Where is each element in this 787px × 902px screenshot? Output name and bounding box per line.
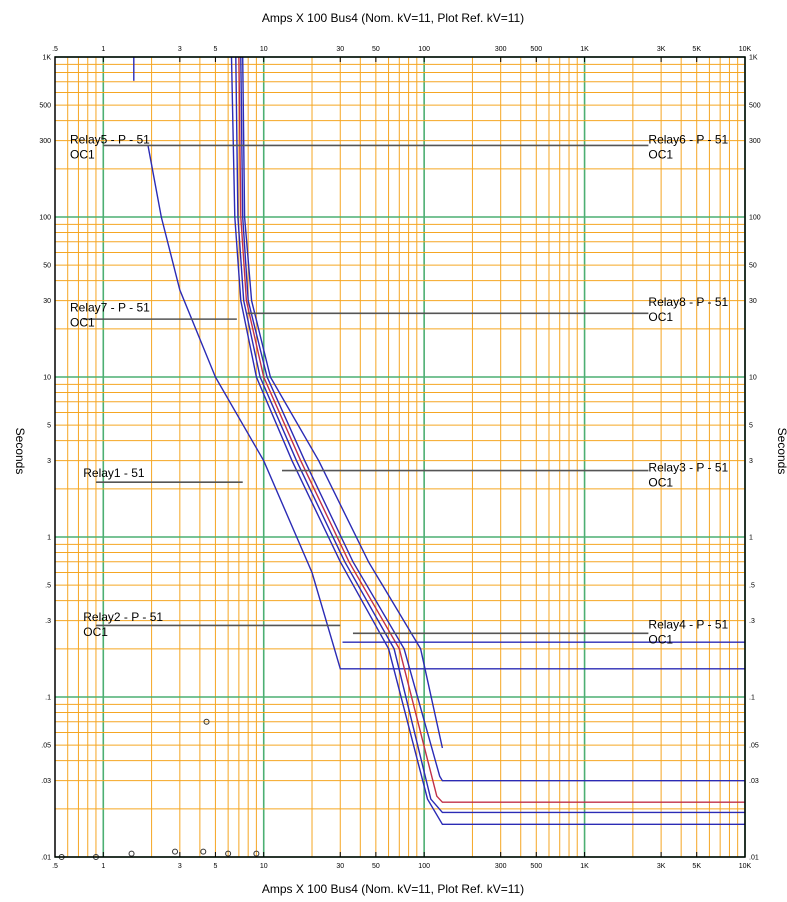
y-tick-label-right: 1	[749, 535, 753, 542]
device-label-r3-sub: OC1	[648, 475, 673, 489]
tcc-curve	[238, 56, 745, 803]
y-tick-label-right: .3	[749, 618, 755, 625]
device-label-r2: Relay2 - P - 51	[83, 610, 163, 624]
x-tick-label-bottom: 500	[530, 863, 542, 870]
x-tick-label-bottom: 1K	[580, 863, 589, 870]
marker-point	[128, 850, 135, 857]
y-tick-label-right: .1	[749, 695, 755, 702]
y-axis-label-left: Seconds	[13, 428, 27, 475]
plot-frame	[54, 56, 746, 858]
marker-point	[172, 848, 179, 855]
chart-title-top: Amps X 100 Bus4 (Nom. kV=11, Plot Ref. k…	[262, 11, 524, 25]
y-tick-label-right: 10	[749, 375, 757, 382]
y-tick-label-left: .1	[45, 695, 51, 702]
device-label-r7: Relay7 - P - 51	[70, 300, 150, 314]
y-tick-label-left: .3	[45, 618, 51, 625]
y-tick-label-right: 3	[749, 458, 753, 465]
marker-point	[225, 850, 232, 857]
x-tick-label-top: 3	[178, 46, 182, 53]
marker-point	[253, 850, 260, 857]
device-label-r3: Relay3 - P - 51	[648, 460, 728, 474]
y-tick-label-right: 100	[749, 215, 761, 222]
device-label-r2-sub: OC1	[83, 625, 108, 639]
y-tick-label-left: 50	[43, 263, 51, 270]
y-tick-label-right: 1K	[749, 55, 758, 62]
x-tick-label-top: 10	[260, 46, 268, 53]
markers	[58, 718, 260, 860]
x-tick-label-top: 300	[495, 46, 507, 53]
y-tick-label-left: 3	[47, 458, 51, 465]
y-tick-label-right: .03	[749, 778, 759, 785]
y-tick-label-left: 1K	[42, 55, 51, 62]
y-tick-label-right: 5	[749, 423, 753, 430]
y-tick-label-right: 500	[749, 103, 761, 110]
x-tick-label-top: .5	[52, 46, 58, 53]
tcc-curves	[133, 56, 745, 825]
device-label-r5-sub: OC1	[70, 147, 95, 161]
chart-title-bottom: Amps X 100 Bus4 (Nom. kV=11, Plot Ref. k…	[262, 882, 524, 896]
x-tick-label-bottom: 100	[418, 863, 430, 870]
y-tick-label-left: 100	[39, 215, 51, 222]
x-tick-label-top: 3K	[657, 46, 666, 53]
x-tick-label-bottom: 30	[336, 863, 344, 870]
x-tick-label-top: 500	[530, 46, 542, 53]
y-tick-label-right: 50	[749, 263, 757, 270]
tcc-curve	[235, 56, 745, 814]
x-tick-label-bottom: 3	[178, 863, 182, 870]
tcc-curve	[147, 145, 745, 670]
x-tick-label-bottom: 5K	[692, 863, 701, 870]
x-tick-label-top: 100	[418, 46, 430, 53]
y-tick-label-right: 30	[749, 298, 757, 305]
device-label-r5: Relay5 - P - 51	[70, 132, 150, 146]
marker-point	[200, 848, 207, 855]
device-label-r1: Relay1 - 51	[83, 466, 145, 480]
x-tick-label-bottom: 50	[372, 863, 380, 870]
y-tick-label-right: .5	[749, 583, 755, 590]
x-tick-label-top: 1K	[580, 46, 589, 53]
x-tick-label-top: 50	[372, 46, 380, 53]
device-label-r7-sub: OC1	[70, 315, 95, 329]
x-tick-label-top: 5	[213, 46, 217, 53]
x-tick-label-top: 30	[336, 46, 344, 53]
y-tick-label-left: 10	[43, 375, 51, 382]
y-tick-label-right: .05	[749, 743, 759, 750]
x-tick-label-top: 5K	[692, 46, 701, 53]
tcc-curve	[240, 56, 745, 782]
y-tick-label-right: 300	[749, 138, 761, 145]
y-tick-label-left: 1	[47, 535, 51, 542]
label-leaders	[83, 144, 649, 635]
x-tick-label-top: 1	[101, 46, 105, 53]
y-tick-label-left: .03	[41, 778, 51, 785]
marker-point	[203, 718, 210, 725]
device-label-r4: Relay4 - P - 51	[648, 618, 728, 632]
x-tick-label-bottom: 10K	[739, 863, 752, 870]
x-tick-label-top: 10K	[739, 46, 752, 53]
tcc-curve	[230, 56, 745, 825]
x-tick-label-bottom: 5	[213, 863, 217, 870]
x-tick-label-bottom: .5	[52, 863, 58, 870]
y-tick-label-right: .01	[749, 855, 759, 862]
y-axis-label-right: Seconds	[775, 428, 787, 475]
x-tick-label-bottom: 1	[101, 863, 105, 870]
grid-lines	[54, 56, 746, 858]
y-tick-label-left: .05	[41, 743, 51, 750]
tick-labels: .5 .5 1 1 3 3 5 5 10 10 30 30 50 50 100 100 300 300 500 500…	[39, 46, 760, 870]
device-label-r6-sub: OC1	[648, 147, 673, 161]
y-tick-label-left: .01	[41, 855, 51, 862]
device-label-r4-sub: OC1	[648, 633, 673, 647]
device-label-r8: Relay8 - P - 51	[648, 295, 728, 309]
y-tick-label-left: 500	[39, 103, 51, 110]
device-label-r6: Relay6 - P - 51	[648, 132, 728, 146]
x-tick-label-bottom: 10	[260, 863, 268, 870]
y-tick-label-left: 300	[39, 138, 51, 145]
x-tick-label-bottom: 3K	[657, 863, 666, 870]
y-tick-label-left: 30	[43, 298, 51, 305]
y-tick-label-left: .5	[45, 583, 51, 590]
y-tick-label-left: 5	[47, 423, 51, 430]
device-label-r8-sub: OC1	[648, 310, 673, 324]
tcc-curve	[242, 56, 444, 749]
x-tick-label-bottom: 300	[495, 863, 507, 870]
